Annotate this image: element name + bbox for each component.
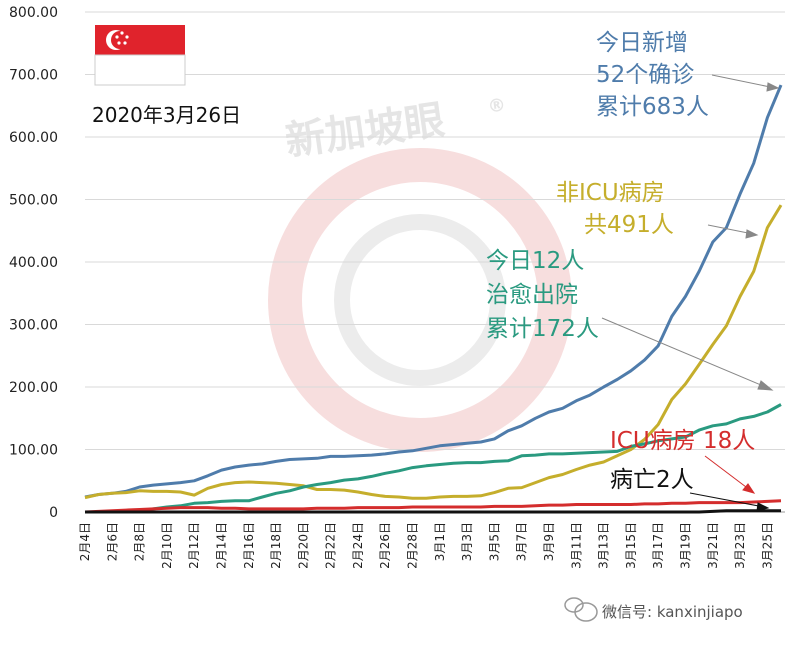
y-tick-label: 400.00 — [9, 255, 58, 271]
arrow-non-icu — [707, 224, 754, 235]
x-tick-label: 2月6日 — [105, 522, 119, 561]
series-lines — [84, 84, 783, 514]
flag-white-band — [94, 54, 186, 86]
wechat-footer: 微信号: kanxinjiapo — [564, 597, 743, 622]
flag-star — [120, 31, 124, 35]
series-line-non-icu — [84, 204, 783, 500]
annotation-discharged-line3: 累计172人 — [486, 316, 599, 342]
annotation-confirmed: 今日新增 52个确诊 累计683人 — [596, 30, 709, 120]
x-tick-label: 2月8日 — [133, 522, 147, 561]
x-tick-label: 3月19日 — [678, 522, 692, 569]
arrow-confirmed-head — [766, 82, 780, 92]
x-tick-label: 3月25日 — [760, 522, 774, 569]
x-tick-label: 3月1日 — [433, 522, 447, 561]
y-tick-label: 600.00 — [9, 130, 58, 146]
y-tick-label: 0 — [49, 505, 58, 521]
arrow-discharged-head — [757, 380, 774, 391]
flag-star — [115, 35, 119, 39]
series-line-icu — [84, 499, 782, 514]
wechat-id: 微信号: kanxinjiapo — [602, 603, 743, 621]
annotation-arrows — [601, 74, 780, 512]
annotation-non-icu-line1: 非ICU病房 — [556, 180, 665, 206]
x-tick-label: 3月5日 — [487, 522, 501, 561]
x-tick-label: 3月9日 — [542, 522, 556, 561]
annotation-confirmed-line3: 累计683人 — [596, 94, 709, 120]
series-line-confirmed — [84, 84, 783, 499]
date-label: 2020年3月26日 — [92, 103, 241, 127]
x-tick-label: 2月14日 — [214, 522, 228, 569]
series-line-deaths — [85, 509, 781, 514]
x-tick-label: 2月20日 — [296, 522, 310, 569]
annotation-non-icu: 非ICU病房 共491人 — [556, 180, 674, 238]
y-axis-ticks: 0 100.00 200.00 300.00 400.00 500.00 600.00 700… — [9, 5, 58, 521]
x-tick-label: 3月15日 — [624, 522, 638, 569]
annotation-deaths: 病亡2人 — [610, 467, 694, 493]
x-tick-label: 2月22日 — [324, 522, 338, 569]
x-tick-label: 3月17日 — [651, 522, 665, 569]
x-tick-label: 3月11日 — [569, 522, 583, 569]
watermark-ring-inner — [334, 214, 506, 386]
arrow-deaths — [689, 492, 765, 508]
x-tick-label: 2月16日 — [242, 522, 256, 569]
y-tick-label: 700.00 — [9, 68, 58, 84]
arrow-icu-head — [742, 483, 756, 494]
x-tick-label: 3月21日 — [706, 522, 720, 569]
annotation-icu: ICU病房 18人 — [610, 428, 755, 454]
annotation-confirmed-line1: 今日新增 — [596, 30, 688, 56]
x-tick-label: 2月28日 — [406, 522, 420, 569]
wechat-icon — [564, 597, 598, 622]
annotation-discharged-line1: 今日12人 — [486, 248, 584, 274]
x-tick-label: 3月23日 — [733, 522, 747, 569]
y-tick-label: 800.00 — [9, 5, 58, 21]
flag-star — [117, 41, 121, 45]
x-tick-label: 3月7日 — [515, 522, 529, 561]
x-tick-label: 2月24日 — [351, 522, 365, 569]
x-tick-label: 3月13日 — [597, 522, 611, 569]
arrow-confirmed — [711, 74, 776, 89]
arrow-deaths-head — [756, 502, 770, 512]
y-tick-label: 200.00 — [9, 380, 58, 396]
watermark-registered: ® — [486, 94, 507, 117]
x-tick-label: 2月4日 — [78, 522, 92, 561]
watermark: 新加坡眼 ® — [268, 94, 572, 452]
x-axis-ticks: 2月4日 2月6日 2月8日 2月10日 2月12日 2月14日 2月16日 2月18日 2月2… — [78, 522, 774, 569]
annotation-discharged-line2: 治愈出院 — [486, 282, 578, 308]
singapore-flag-icon — [94, 25, 186, 86]
arrow-icu — [704, 455, 751, 491]
y-tick-label: 100.00 — [9, 443, 58, 459]
x-tick-label: 2月10日 — [160, 522, 174, 569]
y-tick-label: 300.00 — [9, 318, 58, 334]
annotation-non-icu-line2: 共491人 — [584, 212, 674, 238]
annotation-discharged: 今日12人 治愈出院 累计172人 — [486, 248, 599, 342]
x-tick-label: 2月26日 — [378, 522, 392, 569]
arrow-non-icu-head — [745, 229, 759, 239]
y-tick-label: 500.00 — [9, 193, 58, 209]
x-tick-label: 2月12日 — [187, 522, 201, 569]
flag-star — [125, 35, 129, 39]
series-line-discharged — [85, 403, 782, 514]
flag-moon-cut — [111, 31, 129, 49]
annotation-confirmed-line2: 52个确诊 — [596, 62, 694, 88]
x-tick-label: 3月3日 — [460, 522, 474, 561]
x-tick-label: 2月18日 — [269, 522, 283, 569]
watermark-ring — [268, 148, 572, 452]
arrow-discharged — [601, 317, 769, 389]
flag-star — [123, 41, 127, 45]
